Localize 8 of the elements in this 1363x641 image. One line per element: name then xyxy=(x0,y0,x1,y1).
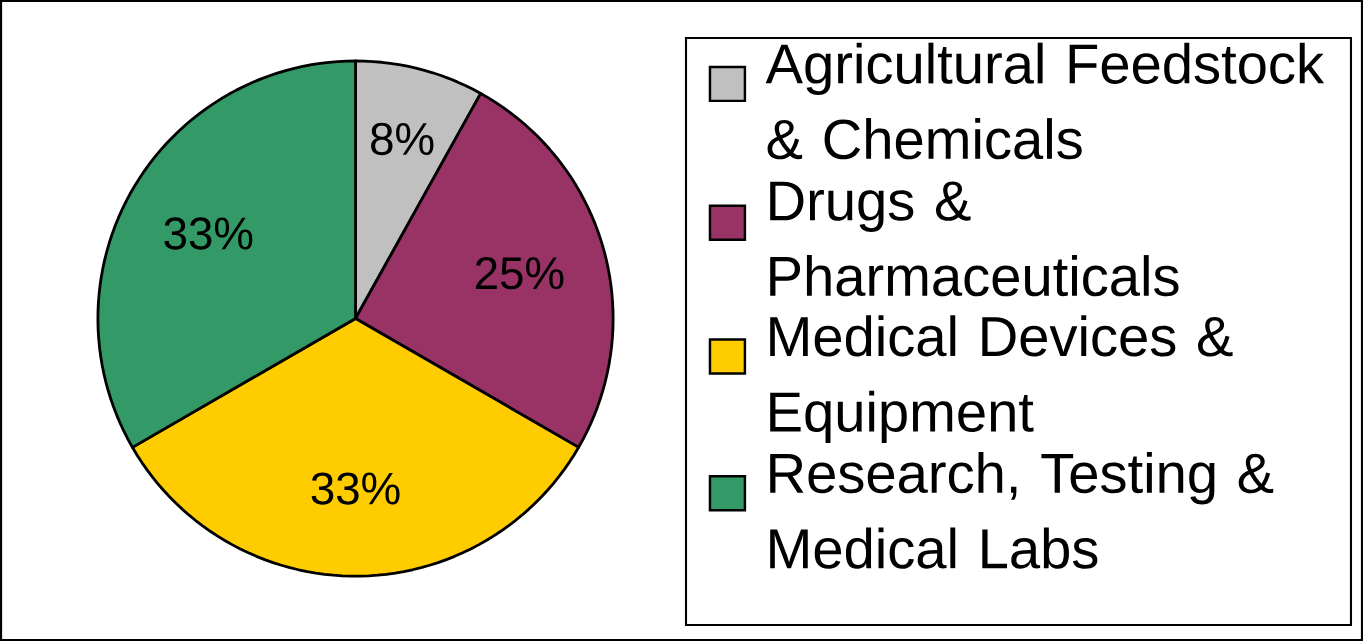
legend-label: Drugs & Pharmaceuticals xyxy=(770,181,1179,297)
legend-label: Agricultural Feedstock & Chemicals xyxy=(765,42,1325,160)
data-label: 8% xyxy=(371,122,434,156)
data-label: 33% xyxy=(311,472,400,505)
data-label: 33% xyxy=(164,217,253,250)
data-label: 25% xyxy=(476,257,564,290)
legend-label: Medical Devices & Equipment xyxy=(770,315,1233,443)
legend-label: Research, Testing & Medical Labs xyxy=(770,452,1274,569)
